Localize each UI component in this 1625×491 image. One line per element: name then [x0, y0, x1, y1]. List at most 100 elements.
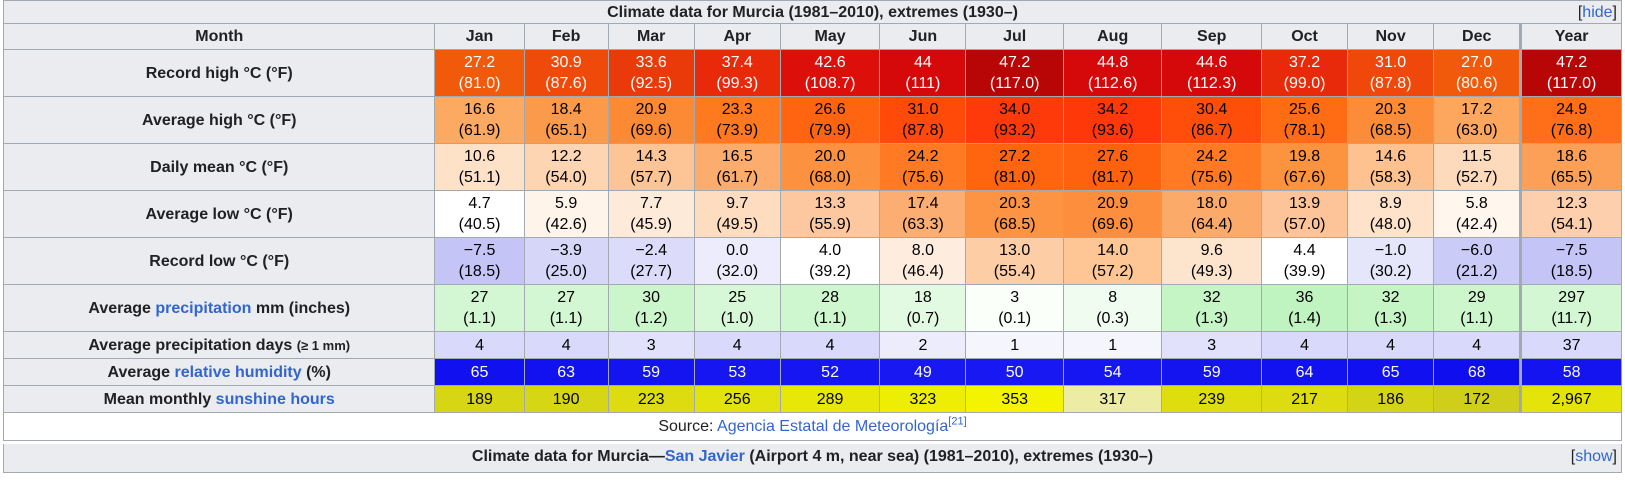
cell-value-imperial: (69.6) — [630, 122, 673, 139]
cell-value: 23.3 — [721, 101, 753, 118]
san-javier-link[interactable]: San Javier — [664, 448, 745, 465]
cell-value: 353 — [1001, 390, 1029, 408]
collapsed-climate-table: Climate data for Murcia—San Javier (Airp… — [3, 444, 1622, 473]
cell-value: 65 — [1381, 363, 1400, 381]
cell-value: 20.9 — [1097, 195, 1129, 212]
cell-value: 20.9 — [635, 101, 667, 118]
cell-value-imperial: (39.9) — [1283, 263, 1326, 280]
table-cell: 186 — [1347, 385, 1435, 413]
table-cell: 27 (1.1) — [434, 284, 525, 332]
table-cell: 5.9 (42.6) — [523, 190, 609, 238]
table-row: Record low °C (°F) −7.5 (18.5) −3.9 (25.0) −2… — [2, 237, 1622, 285]
table-cell: 4 — [523, 331, 609, 359]
row-label-link[interactable]: relative humidity — [174, 363, 302, 381]
table-cell: 44.8 (112.6) — [1062, 49, 1163, 97]
cell-value: 27.2 — [463, 54, 496, 71]
table-cell: 4 — [1260, 331, 1349, 359]
cell-value-imperial: (80.6) — [1455, 75, 1498, 92]
row-label-link[interactable]: precipitation — [155, 299, 252, 317]
source-link[interactable]: Agencia Estatal de Meteorología — [717, 418, 949, 435]
month-header-nov: Nov — [1347, 23, 1435, 50]
cell-value-imperial: (75.6) — [902, 169, 944, 186]
cell-value: 4 — [1472, 336, 1482, 354]
cell-value: 24.2 — [1196, 148, 1228, 165]
cell-value: 32 — [1202, 289, 1221, 306]
cell-value: 2 — [918, 336, 928, 354]
table-cell: 16.5 (61.7) — [693, 143, 781, 191]
cell-value-imperial: (0.1) — [998, 310, 1032, 327]
table-cell: −3.9 (25.0) — [523, 237, 609, 285]
cell-value: 13.0 — [999, 242, 1031, 259]
table-cell: 58 — [1519, 358, 1622, 386]
cell-value-imperial: (45.9) — [630, 216, 673, 233]
cell-value: 27.2 — [999, 148, 1031, 165]
cell-value-imperial: (87.8) — [902, 122, 944, 139]
cell-value: 52 — [821, 363, 839, 381]
cell-value-imperial: (54.0) — [545, 169, 588, 186]
cell-value: 190 — [552, 390, 580, 408]
table-row: Mean monthly sunshine hours 189 190 223 256 2… — [2, 385, 1622, 413]
row-label: Record low °C (°F) — [2, 237, 436, 285]
table-cell: 64 — [1260, 358, 1349, 386]
cell-value-imperial: (87.8) — [1369, 75, 1412, 92]
cell-value: 12.3 — [1556, 195, 1588, 212]
row-label-text: Record high °C (°F) — [145, 64, 293, 82]
cell-value: 3 — [646, 336, 656, 354]
table-cell: 2,967 — [1519, 385, 1622, 413]
cell-value-imperial: (58.3) — [1369, 169, 1412, 186]
cell-value: 44 — [914, 54, 932, 71]
cell-value: 172 — [1463, 390, 1491, 408]
table-cell: 4 — [1347, 331, 1435, 359]
cell-value-imperial: (67.6) — [1283, 169, 1326, 186]
hide-link[interactable]: hide — [1582, 4, 1613, 21]
cell-value: 31.0 — [1375, 54, 1407, 71]
table-cell: 25.6 (78.1) — [1260, 96, 1349, 144]
cell-value-imperial: (32.0) — [716, 263, 759, 280]
cell-value-imperial: (61.9) — [458, 122, 501, 139]
table-cell: 16.6 (61.9) — [434, 96, 525, 144]
table-cell: 68 — [1433, 358, 1522, 386]
cell-value: 17.2 — [1461, 101, 1493, 118]
show-toggle[interactable]: [show] — [1570, 448, 1617, 465]
cell-value-imperial: (117.0) — [1546, 75, 1597, 92]
table-cell: 27.0 (80.6) — [1433, 49, 1522, 97]
cell-value-imperial: (99.0) — [1283, 75, 1326, 92]
table-cell: 47.2 (117.0) — [965, 49, 1064, 97]
cell-value-imperial: (68.5) — [1369, 122, 1412, 139]
cell-value-imperial: (55.9) — [809, 216, 851, 233]
show-link[interactable]: show — [1575, 448, 1613, 465]
table-cell: 9.6 (49.3) — [1161, 237, 1262, 285]
month-header-dec: Dec — [1433, 23, 1522, 50]
month-header-row: Month Jan Feb Mar Apr May Jun Jul Aug Sep Oct Nov D… — [2, 23, 1622, 50]
row-label-text: Average precipitation days — [88, 336, 297, 354]
source-ref-link[interactable]: [21] — [948, 415, 967, 428]
row-label-link[interactable]: sunshine hours — [215, 390, 335, 408]
table-cell: 34.0 (93.2) — [965, 96, 1064, 144]
cell-value: −7.5 — [463, 242, 496, 259]
table-cell: 3 (0.1) — [965, 284, 1064, 332]
cell-value: 7.7 — [640, 195, 663, 212]
cell-value-imperial: (51.1) — [458, 169, 501, 186]
cell-value: 14.0 — [1097, 242, 1129, 259]
hide-toggle[interactable]: [hide] — [1577, 4, 1617, 21]
cell-value-imperial: (1.3) — [1195, 310, 1229, 327]
cell-value-imperial: (108.7) — [804, 75, 856, 92]
cell-value: 13.9 — [1288, 195, 1321, 212]
row-label: Average precipitation days (≥ 1 mm) — [2, 331, 436, 359]
cell-value: 11.5 — [1461, 148, 1492, 165]
table-row: Average relative humidity (%) 65 63 59 53 52 4… — [2, 358, 1622, 386]
cell-value: 217 — [1291, 390, 1318, 408]
table-cell: 65 — [1347, 358, 1435, 386]
table-cell: 256 — [693, 385, 781, 413]
cell-value-imperial: (75.6) — [1190, 169, 1233, 186]
cell-value: 68 — [1467, 363, 1486, 381]
cell-value-imperial: (18.5) — [1550, 263, 1593, 280]
cell-value: −1.0 — [1374, 242, 1407, 259]
climate-table: Climate data for Murcia (1981–2010), ext… — [2, 0, 1622, 413]
row-label-suffix: mm (inches) — [251, 299, 351, 317]
collapsed-table-title: Climate data for Murcia—San Javier (Airp… — [4, 448, 1621, 466]
cell-value: 42.6 — [814, 54, 846, 71]
cell-value: 63 — [557, 363, 576, 381]
table-caption: Climate data for Murcia (1981–2010), ext… — [3, 0, 1622, 24]
cell-value: 16.5 — [721, 148, 753, 165]
